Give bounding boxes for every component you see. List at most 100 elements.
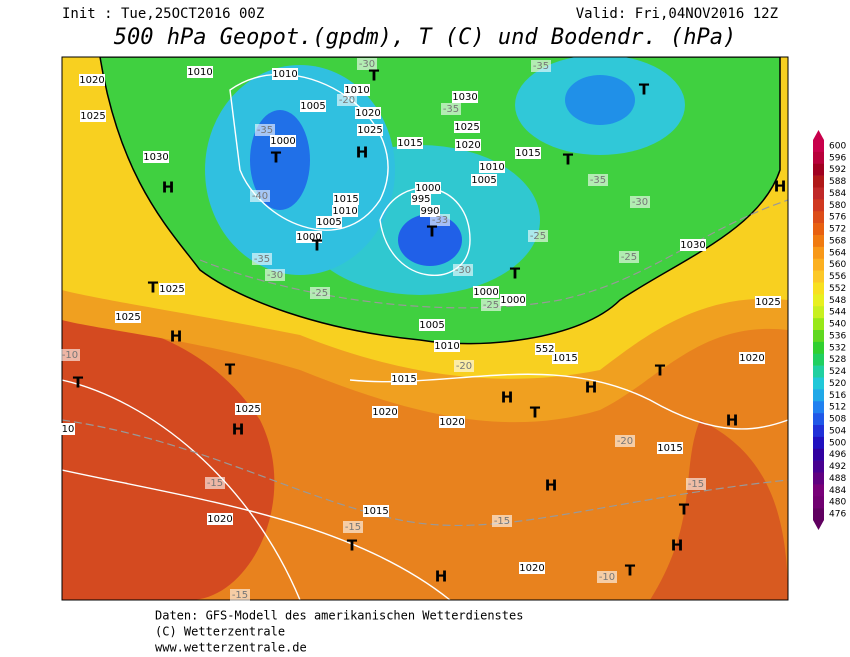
pressure-center: H: [726, 412, 739, 430]
label-box: [207, 513, 233, 525]
isobar-label: 1030: [143, 152, 168, 163]
colorbar-cell: [813, 318, 824, 331]
isobar-label: 1010: [434, 341, 459, 352]
colorbar-cap: [813, 130, 824, 140]
isobar-label: 1015: [363, 506, 388, 517]
label-box: [80, 110, 106, 122]
colorbar-cell: [813, 389, 824, 402]
pressure-center: H: [162, 179, 175, 197]
colorbar-label: 516: [829, 391, 846, 401]
label-box: [355, 107, 381, 119]
colorbar-label: 580: [829, 201, 846, 211]
temperature-label: -20: [456, 361, 472, 372]
temperature-label: -10: [599, 572, 615, 583]
label-box: [357, 124, 383, 136]
label-box: [481, 299, 501, 311]
label-box: [531, 60, 551, 72]
label-box: [252, 253, 272, 265]
isobar-label: 1015: [552, 353, 577, 364]
pressure-center: H: [545, 477, 558, 495]
pressure-center: H: [232, 421, 245, 439]
colorbar-cell: [813, 472, 824, 485]
label-box: [343, 521, 363, 533]
colorbar-label: 588: [829, 177, 846, 187]
label-box: [372, 406, 398, 418]
map-frame: [61, 56, 789, 601]
isobar-label: 1015: [515, 148, 540, 159]
label-box: [255, 124, 275, 136]
isobar-label: 1020: [79, 75, 104, 86]
label-box: [300, 100, 326, 112]
isobar-label: 552: [535, 344, 554, 355]
label-box: [397, 137, 423, 149]
colorbar-label: 568: [829, 236, 846, 246]
isobar-label: 1005: [419, 320, 444, 331]
label-box: [337, 94, 357, 106]
label-box: [739, 352, 765, 364]
isobar-label: 1000: [296, 232, 321, 243]
colorbar-label: 488: [829, 474, 846, 484]
label-box: [454, 360, 474, 372]
label-box: [755, 296, 781, 308]
pressure-center: H: [356, 144, 369, 162]
colorbar-label: 524: [829, 367, 846, 377]
pressure-center: T: [347, 537, 358, 555]
isobar-label: 990: [420, 206, 439, 217]
colorbar-cell: [813, 496, 824, 509]
colorbar-label: 500: [829, 438, 846, 448]
colorbar-label: 564: [829, 248, 846, 258]
pressure-center: T: [427, 223, 438, 241]
colorbar-cell: [813, 436, 824, 450]
label-box: [615, 435, 635, 447]
isobar-label: 1005: [300, 101, 325, 112]
label-box: [270, 135, 296, 147]
isobar-label: 1020: [207, 514, 232, 525]
isobar-label: 1010: [479, 162, 504, 173]
colorbar-cell: [813, 282, 824, 295]
pressure-center: T: [148, 279, 159, 297]
label-box: [391, 373, 417, 385]
isobar-label: 1000: [270, 136, 295, 147]
isobar-label: 10: [62, 424, 75, 435]
temperature-label: -35: [443, 104, 459, 115]
label-box: [235, 403, 261, 415]
temperature-label: -15: [494, 516, 510, 527]
isobar-label: 1025: [454, 122, 479, 133]
isobar-label: 995: [411, 194, 430, 205]
colorbar-cell: [813, 413, 824, 426]
colorbar-label: 512: [829, 403, 846, 413]
colorbar-cell: [813, 258, 824, 271]
pressure-center: T: [563, 151, 574, 169]
colorbar-cell: [813, 151, 824, 165]
temperature-label: -15: [688, 479, 704, 490]
label-box: [492, 515, 512, 527]
colorbar-cell: [813, 365, 824, 378]
label-box: [60, 349, 80, 361]
colorbar-cell: [813, 270, 824, 283]
colorbar-label: 552: [829, 284, 846, 294]
colorbar-cell: [813, 199, 824, 212]
init-time: Init : Tue,25OCT2016 00Z: [62, 6, 264, 22]
colorbar-cell: [813, 460, 824, 473]
colorbar-label: 504: [829, 426, 846, 436]
colorbar-label: 492: [829, 462, 846, 472]
isobar-label: 1030: [452, 92, 477, 103]
footer-line: (C) Wetterzentrale: [155, 625, 285, 639]
temperature-label: -35: [533, 61, 549, 72]
label-box: [680, 239, 706, 251]
label-box: [187, 66, 213, 78]
isobar-label: 1025: [755, 297, 780, 308]
isobar-label: 1000: [415, 183, 440, 194]
label-box: [453, 264, 473, 276]
pressure-center: H: [501, 389, 514, 407]
isobar-label: 1005: [316, 217, 341, 228]
label-box: [344, 84, 370, 96]
label-box: [205, 477, 225, 489]
isobar-label: 1020: [455, 140, 480, 151]
label-box: [430, 214, 450, 226]
isobar-label: 1020: [439, 417, 464, 428]
colorbar-label: 480: [829, 498, 846, 508]
temperature-label: -25: [621, 252, 637, 263]
isobar-label: 1020: [739, 353, 764, 364]
label-box: [79, 74, 105, 86]
